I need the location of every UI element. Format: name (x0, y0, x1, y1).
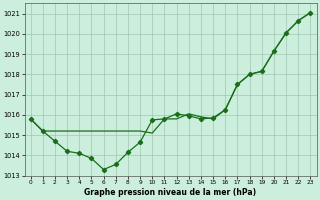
X-axis label: Graphe pression niveau de la mer (hPa): Graphe pression niveau de la mer (hPa) (84, 188, 257, 197)
